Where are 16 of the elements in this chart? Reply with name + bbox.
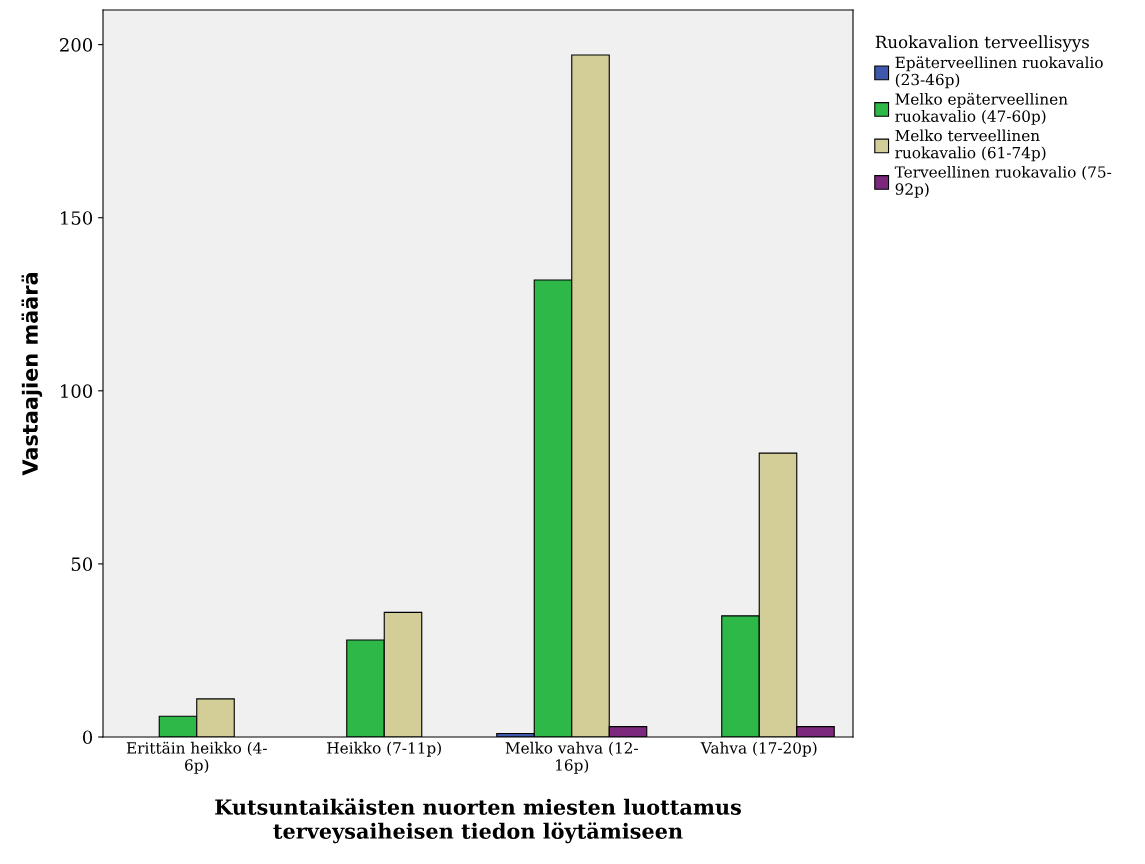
y-tick-label: 100 — [61, 384, 93, 398]
x-tick-label: Vahva (17-20p) — [700, 741, 817, 757]
x-tick-label: Heikko (7-11p) — [327, 741, 441, 757]
x-tick-label: Melko vahva (12- 16p) — [505, 741, 638, 774]
legend-label: Epäterveellinen ruokavalio (23-46p) — [895, 56, 1103, 89]
legend-title: Ruokavalion terveellisyys — [875, 35, 1089, 52]
y-tick-label: 0 — [82, 730, 93, 745]
legend-label: Terveellinen ruokavalio (75- 92p) — [894, 165, 1112, 198]
y-tick-label: 200 — [60, 38, 93, 52]
legend-label: Melko epäterveellinen ruokavalio (47-60p) — [895, 92, 1068, 125]
x-tick-label: Erittäin heikko (4- 6p) — [126, 741, 267, 774]
y-tick-label: 150 — [61, 211, 93, 225]
y-tick-label: 50 — [71, 557, 93, 572]
legend-label: Melko terveellinen ruokavalio (61-74p) — [895, 129, 1046, 162]
x-axis-title: Kutsuntaikäisten nuorten miesten luottamus terveysaiheisen tiedon löytämiseen — [215, 798, 741, 844]
y-axis-title: Vastaajien määrä — [21, 273, 43, 476]
